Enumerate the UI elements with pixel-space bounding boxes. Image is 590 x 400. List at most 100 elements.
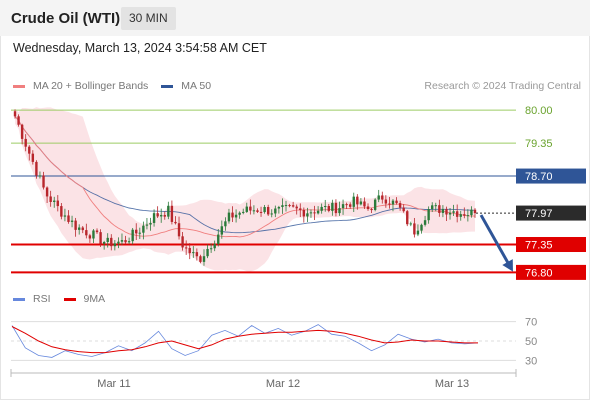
candle-body bbox=[431, 205, 434, 210]
candle-body bbox=[231, 212, 234, 218]
candle bbox=[409, 221, 413, 227]
candle-body bbox=[402, 207, 405, 212]
candle bbox=[348, 202, 352, 209]
candle bbox=[431, 202, 434, 213]
candle bbox=[17, 114, 20, 127]
candle-body bbox=[53, 200, 56, 202]
candle bbox=[127, 237, 131, 245]
rsi-tick-label-50: 50 bbox=[525, 336, 537, 348]
candle-body bbox=[398, 203, 402, 208]
projection-arrowhead bbox=[502, 259, 513, 272]
candle-body bbox=[177, 223, 181, 237]
candle-body bbox=[106, 237, 109, 243]
candle-body bbox=[324, 206, 327, 208]
candle bbox=[427, 206, 430, 224]
timeframe-badge[interactable]: 30 MIN bbox=[121, 7, 176, 30]
candle bbox=[188, 243, 191, 260]
candle-body bbox=[391, 200, 395, 205]
ma20-legend-label: MA 20 + Bollinger Bands bbox=[33, 80, 149, 92]
candle bbox=[402, 204, 405, 213]
candle bbox=[138, 227, 142, 239]
candle bbox=[263, 204, 266, 214]
candle-body bbox=[341, 204, 345, 209]
candle bbox=[256, 208, 259, 213]
candle bbox=[28, 145, 31, 161]
candle-body bbox=[309, 212, 313, 214]
candle-body bbox=[206, 248, 209, 257]
candle-body bbox=[348, 204, 352, 207]
candle bbox=[473, 208, 477, 218]
candle bbox=[242, 208, 245, 215]
candle-body bbox=[409, 223, 413, 225]
candle bbox=[238, 211, 241, 219]
candle bbox=[455, 204, 459, 223]
level-box-76-80 bbox=[516, 264, 586, 280]
ma50-line bbox=[14, 116, 476, 234]
bollinger-band bbox=[15, 107, 475, 272]
candle-body bbox=[17, 116, 20, 125]
candle bbox=[92, 229, 95, 243]
candle bbox=[177, 216, 181, 240]
candle-body bbox=[359, 201, 363, 205]
candle-body bbox=[373, 199, 377, 210]
candle bbox=[181, 232, 184, 251]
candle-body bbox=[327, 206, 330, 211]
candle bbox=[124, 235, 127, 244]
candle bbox=[163, 211, 166, 220]
candle bbox=[149, 217, 152, 231]
candle bbox=[49, 190, 52, 207]
candle bbox=[145, 217, 149, 230]
candle bbox=[384, 195, 388, 208]
candle bbox=[20, 123, 24, 145]
candle-body bbox=[188, 247, 191, 254]
candle-body bbox=[448, 212, 452, 215]
candle-body bbox=[88, 235, 92, 239]
candle bbox=[463, 207, 466, 219]
candle bbox=[320, 203, 323, 214]
candle bbox=[249, 199, 252, 215]
candle-body bbox=[270, 213, 273, 215]
ma50-swatch bbox=[161, 84, 174, 88]
candle-body bbox=[259, 211, 263, 213]
candle bbox=[38, 171, 42, 179]
copyright-text: Research © 2024 Trading Central bbox=[424, 80, 581, 92]
candle-body bbox=[338, 208, 341, 214]
candle-body bbox=[455, 211, 459, 217]
candle bbox=[110, 234, 113, 251]
candle bbox=[299, 203, 302, 218]
candle bbox=[295, 204, 298, 215]
candle-body bbox=[170, 205, 174, 222]
candle-body bbox=[163, 215, 166, 217]
candle bbox=[366, 203, 370, 211]
candle bbox=[184, 240, 188, 255]
candle bbox=[302, 207, 306, 223]
candle bbox=[398, 200, 402, 211]
candle bbox=[434, 202, 437, 212]
level-box-77-97 bbox=[516, 205, 586, 221]
candle-body bbox=[102, 242, 106, 244]
candle bbox=[152, 209, 156, 227]
candle-body bbox=[416, 230, 420, 235]
candle-body bbox=[263, 207, 266, 213]
candle-body bbox=[427, 209, 430, 221]
candle bbox=[284, 200, 288, 212]
candle-body bbox=[356, 196, 359, 205]
candle-body bbox=[81, 227, 84, 231]
candle bbox=[156, 206, 159, 218]
candle-body bbox=[142, 225, 145, 233]
candle bbox=[373, 198, 377, 212]
candle bbox=[142, 221, 145, 240]
candle bbox=[341, 199, 345, 215]
candle bbox=[24, 134, 27, 152]
candle-body bbox=[299, 208, 302, 210]
candle bbox=[202, 249, 206, 266]
candle bbox=[67, 210, 70, 224]
candle-body bbox=[227, 212, 231, 222]
candle bbox=[277, 205, 281, 214]
candle-body bbox=[306, 213, 309, 217]
candle bbox=[416, 224, 420, 237]
candle bbox=[245, 202, 248, 213]
candle bbox=[266, 204, 270, 216]
candle-body bbox=[149, 222, 152, 225]
